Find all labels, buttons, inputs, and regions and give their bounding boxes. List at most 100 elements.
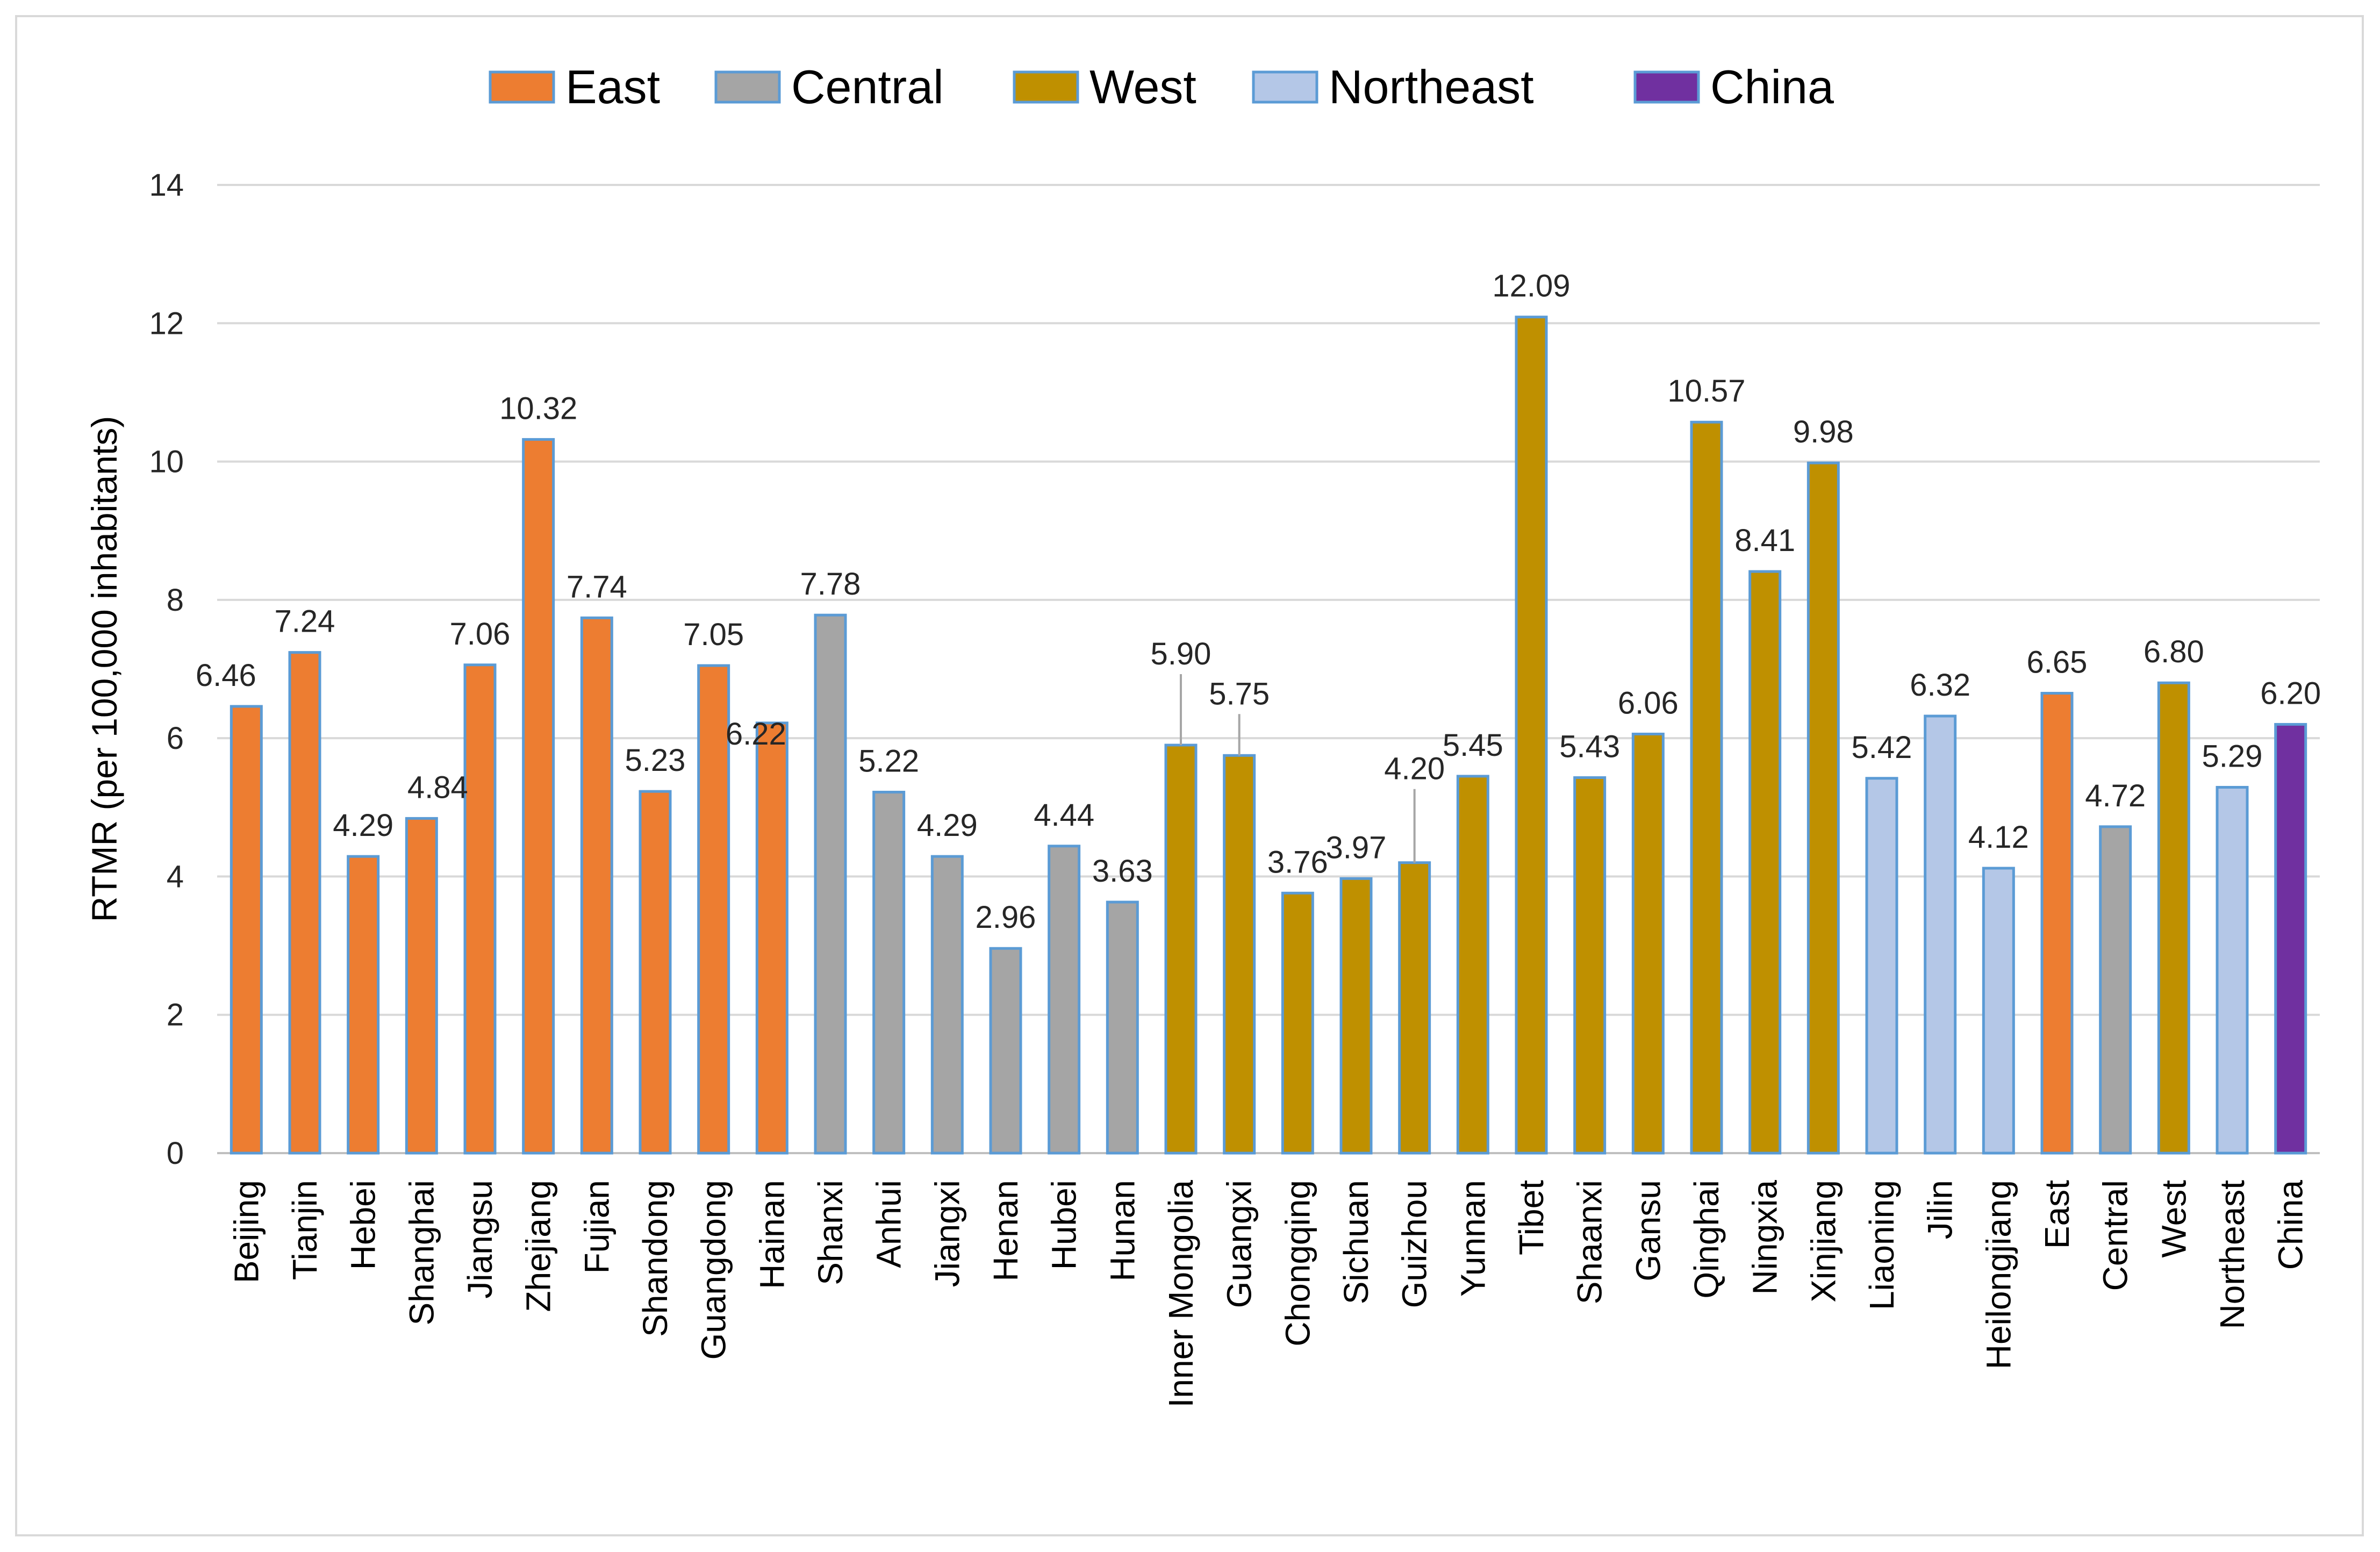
data-label: 6.80	[2144, 634, 2204, 669]
bar-xinjiang	[1806, 461, 1840, 1155]
bar-west	[2157, 681, 2190, 1155]
category-label: Hebei	[344, 1180, 383, 1270]
data-label: 3.63	[1092, 854, 1153, 889]
y-tick-label: 12	[149, 306, 184, 341]
data-label: 6.46	[196, 658, 256, 693]
y-axis-ticks: 0 2 4 6 8 10 12 14	[149, 168, 184, 1171]
category-label: Northeast	[2213, 1180, 2252, 1329]
category-label: West	[2154, 1180, 2193, 1258]
category-label: Qinghai	[1687, 1180, 1726, 1299]
y-tick-label: 2	[167, 998, 184, 1033]
category-label: Shanxi	[811, 1180, 850, 1285]
bar-heilongjiang	[1982, 867, 2015, 1155]
category-label: Xinjiang	[1804, 1180, 1843, 1303]
category-label: Guizhou	[1395, 1180, 1434, 1308]
category-label: Shaanxi	[1571, 1180, 1609, 1304]
data-label: 7.78	[800, 567, 861, 602]
bar-beijing	[230, 705, 263, 1155]
legend-label: West	[1089, 60, 1196, 113]
data-label: 12.09	[1492, 269, 1570, 304]
bar-tibet	[1515, 316, 1548, 1155]
bar-shanxi	[814, 613, 847, 1155]
category-label: Chongqing	[1278, 1180, 1317, 1347]
category-label: China	[2271, 1180, 2310, 1270]
data-label: 6.32	[1910, 668, 1970, 703]
bar-zhejiang	[522, 438, 555, 1155]
data-label: 4.44	[1034, 798, 1094, 833]
data-label: 8.41	[1734, 523, 1795, 558]
data-label: 5.45	[1443, 728, 1503, 763]
data-label: 5.90	[1151, 636, 1211, 671]
bar-hunan	[1106, 900, 1139, 1155]
legend-label: Central	[791, 60, 944, 113]
data-label: 3.76	[1267, 845, 1328, 879]
bar-anhui	[872, 790, 906, 1155]
data-label: 6.65	[2027, 645, 2088, 680]
data-label: 4.72	[2085, 778, 2146, 813]
category-label: Central	[2096, 1180, 2135, 1291]
bar-jiangxi	[930, 855, 964, 1155]
bar-inner-mongolia	[1164, 743, 1198, 1155]
legend-label: Northeast	[1329, 60, 1534, 113]
bar-jiangsu	[463, 663, 497, 1155]
bar-guizhou	[1398, 861, 1431, 1155]
category-label: Jiangxi	[928, 1180, 966, 1287]
category-labels: Beijing Tianjin Hebei Shanghai Jiangsu Zhejia…	[227, 1180, 2310, 1408]
data-label: 5.29	[2202, 739, 2263, 774]
data-label: 5.75	[1209, 676, 1270, 711]
y-tick-label: 8	[167, 583, 184, 618]
category-label: Yunnan	[1453, 1180, 1492, 1297]
data-labels: 6.46 7.24 4.29 4.84 7.06 10.32 7.74 5.23 7.05 6.2…	[196, 269, 2321, 935]
bar-shaanxi	[1573, 776, 1607, 1155]
data-label: 5.22	[858, 743, 919, 778]
data-label: 6.06	[1618, 685, 1679, 720]
data-label: 7.06	[450, 617, 511, 652]
y-axis-title: RTMR (per 100,000 inhabitants)	[84, 416, 124, 922]
bars	[230, 316, 2307, 1155]
data-label: 6.22	[726, 717, 786, 752]
legend-swatch-east	[489, 70, 555, 104]
data-label: 5.23	[625, 743, 686, 778]
bar-jilin	[1924, 714, 1957, 1155]
category-label: Sichuan	[1337, 1180, 1375, 1304]
legend-swatch-china	[1633, 70, 1700, 104]
data-label: 10.32	[499, 391, 577, 426]
bar-fujian	[580, 616, 613, 1155]
category-label: Ningxia	[1746, 1180, 1784, 1295]
category-label: Hubei	[1045, 1180, 1084, 1270]
gridlines	[217, 184, 2320, 1154]
category-label: Guangdong	[694, 1180, 733, 1360]
bar-qinghai	[1690, 420, 1723, 1155]
category-label: East	[2038, 1180, 2076, 1249]
bar-guangxi	[1223, 754, 1256, 1155]
legend-label: East	[565, 60, 660, 113]
y-tick-label: 0	[167, 1136, 184, 1171]
data-label: 10.57	[1667, 374, 1745, 409]
bar-hubei	[1048, 845, 1081, 1155]
data-label: 4.29	[917, 808, 978, 843]
category-label: Zhejiang	[519, 1180, 558, 1312]
bar-liaoning	[1865, 777, 1898, 1155]
data-label: 7.74	[567, 569, 627, 604]
bar-sichuan	[1339, 877, 1373, 1155]
category-label: Hunan	[1103, 1180, 1142, 1282]
category-label: Jilin	[1921, 1180, 1960, 1239]
category-label: Tianjin	[285, 1180, 324, 1280]
category-label: Beijing	[227, 1180, 266, 1283]
category-label: Liaoning	[1862, 1180, 1901, 1310]
bar-shanghai	[405, 817, 438, 1155]
bar-tianjin	[288, 651, 321, 1155]
category-label: Jiangsu	[461, 1180, 499, 1299]
category-label: Fujian	[577, 1180, 616, 1274]
category-label: Tibet	[1512, 1180, 1551, 1255]
bar-guangdong	[697, 664, 730, 1155]
y-tick-label: 4	[167, 859, 184, 894]
bar-east	[2040, 692, 2074, 1155]
label-leader-lines	[1180, 674, 1416, 863]
data-label: 4.20	[1384, 752, 1445, 786]
data-label: 7.05	[683, 617, 744, 652]
category-label: Guangxi	[1220, 1180, 1259, 1308]
data-label: 2.96	[976, 900, 1036, 935]
bar-shandong	[639, 790, 672, 1155]
bar-northeast	[2216, 785, 2249, 1155]
